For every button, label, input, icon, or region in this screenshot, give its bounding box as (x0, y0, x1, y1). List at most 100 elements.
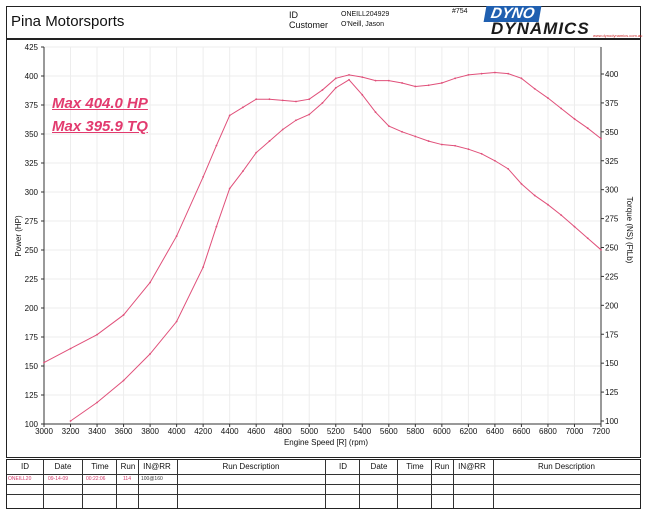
header-bar: Pina Motorsports ID Customer ONEILL20492… (6, 5, 642, 40)
torque-point (334, 86, 337, 89)
x-tick-label: 3400 (88, 427, 106, 436)
power-point (547, 97, 549, 99)
torque-point (281, 128, 284, 131)
torque-point (295, 119, 297, 122)
x-tick-label: 4000 (168, 427, 186, 436)
x-tick-label: 3000 (35, 427, 53, 436)
power-point (281, 99, 284, 102)
run-time: 00:22:06 (86, 476, 106, 482)
max-hp-annotation: Max 404.0 HP (52, 95, 148, 112)
run-number: 114 (123, 476, 131, 482)
torque-point (547, 203, 549, 206)
power-point (507, 72, 510, 75)
torque-point (374, 111, 377, 114)
x-tick-label: 3600 (115, 427, 133, 436)
y2-tick-label: 325 (605, 157, 619, 166)
chart-tick-labels: 3000 3200 3400 3600 3800 4000 4200 4400 4600 4800… (25, 43, 619, 436)
table-col-rule (453, 460, 454, 508)
power-point (427, 84, 430, 87)
chart-curves (43, 71, 602, 422)
chart-axes (41, 46, 604, 427)
table-col-rule (325, 460, 326, 508)
power-point (494, 71, 496, 74)
power-point (374, 79, 377, 82)
table-col-rule (493, 460, 494, 508)
run-id: ONEILL20 (8, 476, 32, 482)
power-point (334, 77, 337, 80)
torque-point (414, 135, 417, 138)
y2-tick-label: 375 (605, 99, 619, 108)
torque-point (308, 113, 311, 116)
torque-point (348, 78, 350, 81)
torque-point (242, 170, 244, 173)
power-point (414, 85, 417, 88)
y-tick-label: 375 (25, 101, 39, 110)
power-point (454, 77, 457, 80)
torque-point (440, 143, 443, 146)
torque-point (268, 140, 271, 142)
power-point (308, 98, 311, 101)
torque-point (586, 237, 589, 240)
x-tick-label: 5400 (353, 427, 371, 436)
torque-point (401, 130, 403, 133)
power-point (215, 144, 218, 147)
y2-tick-label: 225 (605, 272, 619, 281)
torque-curve (70, 79, 602, 422)
power-point (440, 82, 443, 84)
table-divider (7, 484, 640, 485)
y2-tick-label: 275 (605, 215, 619, 224)
col-header-run-2: Run (434, 462, 450, 471)
torque-point (427, 140, 430, 142)
col-header-run: Run (120, 462, 136, 471)
power-curve (43, 72, 602, 363)
y-tick-label: 275 (25, 217, 39, 226)
y-tick-label: 250 (25, 246, 39, 255)
x-tick-label: 5600 (380, 427, 398, 436)
power-point (348, 73, 350, 76)
torque-point (215, 225, 218, 228)
col-header-inrr-2: IN@RR (458, 462, 486, 471)
torque-point (533, 194, 536, 197)
x-tick-label: 4600 (247, 427, 265, 436)
run-table: ID Date Time Run IN@RR Run Description I… (6, 459, 641, 509)
y-tick-label: 125 (25, 391, 39, 400)
y2-tick-label: 175 (605, 330, 619, 339)
torque-point (96, 401, 98, 404)
col-header-time: Time (91, 462, 109, 471)
x-axis-label: Engine Speed [R] (rpm) (284, 438, 368, 447)
company-name: Pina Motorsports (11, 13, 125, 30)
y-tick-label: 400 (25, 72, 39, 81)
power-point (175, 235, 178, 237)
customer-value: O'Neill, Jason (341, 21, 384, 28)
y-tick-label: 425 (25, 43, 39, 52)
col-header-run-description: Run Description (222, 462, 280, 471)
x-tick-label: 3200 (62, 427, 80, 436)
table-col-rule (177, 460, 178, 508)
id-customer-labels: ID Customer (289, 10, 328, 30)
x-tick-label: 6400 (486, 427, 504, 436)
torque-point (361, 93, 364, 96)
y-tick-label: 225 (25, 275, 39, 284)
y-tick-label: 150 (25, 362, 39, 371)
power-point (586, 127, 589, 130)
max-tq-annotation: Max 395.9 TQ (52, 118, 148, 135)
y-tick-label: 325 (25, 159, 39, 168)
x-tick-label: 5800 (406, 427, 424, 436)
torque-point (255, 151, 258, 154)
power-point (560, 107, 563, 110)
torque-point (175, 320, 178, 323)
torque-point (507, 167, 510, 170)
y2-tick-label: 250 (605, 244, 619, 253)
x-tick-label: 6600 (513, 427, 531, 436)
x-tick-label: 4200 (194, 427, 212, 436)
y2-tick-label: 400 (605, 70, 619, 79)
id-customer-values: ONEILL204929 O'Neill, Jason (341, 10, 389, 30)
power-point (480, 72, 483, 75)
col-header-id-2: ID (339, 462, 347, 471)
power-point (533, 87, 536, 90)
y2-axis-label: Torque (NS) (FtLb) (625, 197, 634, 264)
table-col-rule (43, 460, 44, 508)
id-value: ONEILL204929 (341, 11, 390, 18)
power-point (96, 333, 98, 336)
